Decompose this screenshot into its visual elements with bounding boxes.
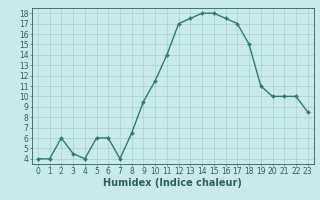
X-axis label: Humidex (Indice chaleur): Humidex (Indice chaleur) bbox=[103, 178, 242, 188]
